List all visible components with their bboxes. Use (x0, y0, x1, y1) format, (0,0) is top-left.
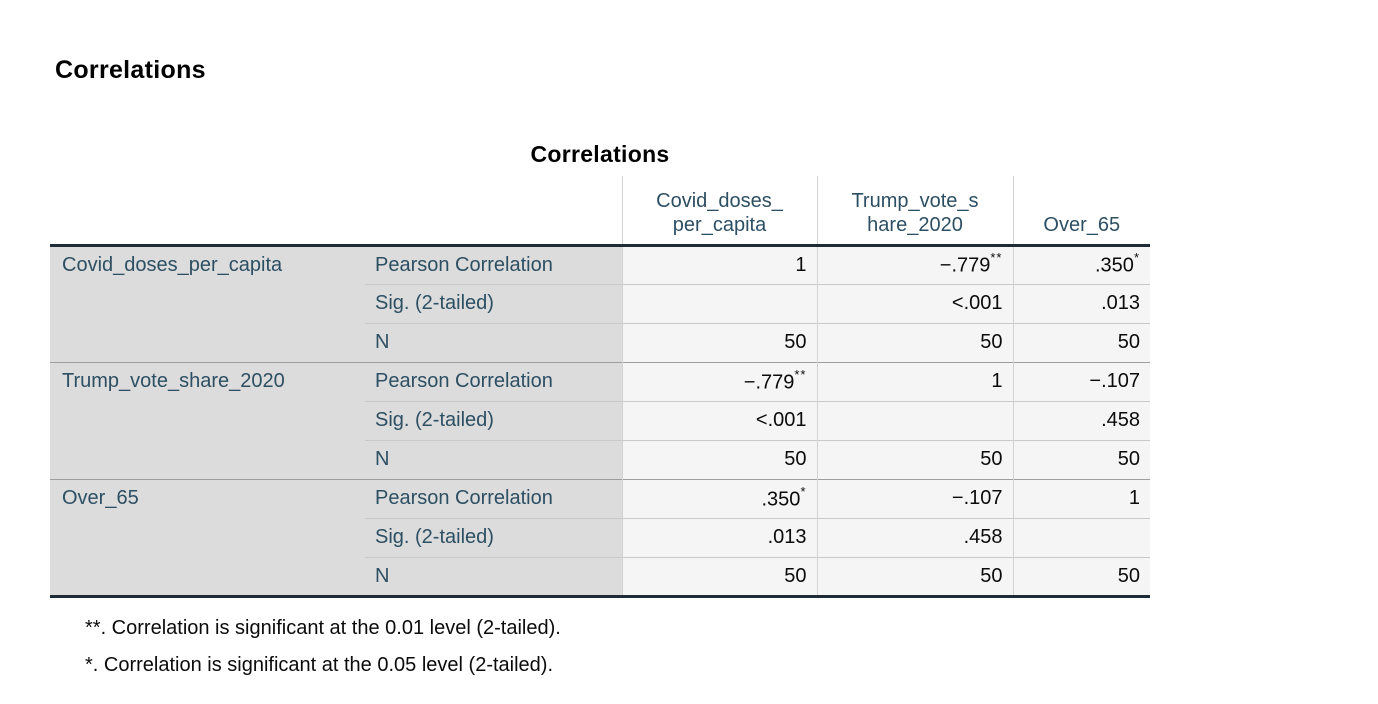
correlations-output-block: Correlations Covid_doses_ per_capita Trump… (50, 141, 1150, 684)
column-header: Covid_doses_ per_capita (621, 176, 817, 247)
value-cell: 1 (621, 245, 817, 284)
table-row: N 50 50 50 (50, 439, 1150, 479)
value-cell: 50 (621, 556, 817, 596)
value-cell: <.001 (621, 400, 817, 440)
significance-marker: ** (990, 250, 1003, 266)
value-cell: .013 (1012, 283, 1150, 323)
value-cell: 50 (1012, 439, 1150, 479)
table-row: Over_65 Pearson Correlation .350* −.107 1 (50, 478, 1150, 596)
statistic-label: Sig. (2-tailed) (365, 400, 622, 440)
table-row: Sig. (2-tailed) <.001 .458 (50, 400, 1150, 440)
significance-marker: * (800, 483, 807, 499)
variable-label: Trump_vote_share_2020 (50, 361, 365, 479)
value-cell: 50 (1012, 556, 1150, 596)
value-cell: <.001 (816, 283, 1013, 323)
table-row: N 50 50 50 (50, 322, 1150, 362)
value-cell: 50 (816, 556, 1013, 596)
table-row: Trump_vote_share_2020 Pearson Correlation… (50, 361, 1150, 479)
spss-output-page: Correlations Correlations Covid_doses_ pe… (0, 56, 1378, 684)
value-cell: 1 (816, 361, 1013, 401)
statistic-label: N (365, 322, 622, 362)
statistic-label: N (365, 556, 622, 596)
value-cell (816, 400, 1013, 440)
value-cell: 50 (621, 322, 817, 362)
column-header: Over_65 (1012, 176, 1150, 247)
statistic-label: N (365, 439, 622, 479)
statistic-label: Sig. (2-tailed) (365, 517, 622, 557)
statistic-label: Pearson Correlation (365, 361, 622, 401)
value-cell (1012, 517, 1150, 557)
value-cell: 50 (621, 439, 817, 479)
table-row: Sig. (2-tailed) <.001.013 (50, 283, 1150, 323)
statistic-label: Sig. (2-tailed) (365, 283, 622, 323)
table-title: Correlations (530, 141, 670, 167)
variable-label: Over_65 (50, 478, 365, 596)
table-footnotes: **. Correlation is significant at the 0.… (85, 610, 1150, 684)
value-cell: 50 (1012, 322, 1150, 362)
value-cell: 50 (816, 322, 1013, 362)
value-cell: 1 (1012, 478, 1150, 518)
statistic-label: Pearson Correlation (365, 478, 622, 518)
value-cell: −.779** (816, 245, 1013, 284)
footnote: **. Correlation is significant at the 0.… (85, 616, 561, 639)
value-cell: −.779** (621, 361, 817, 401)
header-row: Covid_doses_ per_capita Trump_vote_s hare_2… (50, 176, 1150, 247)
correlation-matrix-table: Covid_doses_ per_capita Trump_vote_s hare_2… (50, 176, 1150, 598)
value-cell: .458 (1012, 400, 1150, 440)
variable-label: Covid_doses_per_capita (50, 245, 365, 362)
statistic-label: Pearson Correlation (365, 245, 622, 284)
significance-marker: ** (794, 366, 807, 382)
table-row: Sig. (2-tailed) .013.458 (50, 517, 1150, 557)
table-row: N 50 50 50 (50, 556, 1150, 596)
value-cell: .350* (621, 478, 817, 518)
value-cell: .013 (621, 517, 817, 557)
column-header: Trump_vote_s hare_2020 (816, 176, 1013, 247)
page-heading: Correlations (55, 56, 206, 84)
value-cell: 50 (816, 439, 1013, 479)
value-cell: .458 (816, 517, 1013, 557)
value-cell: −.107 (1012, 361, 1150, 401)
header-corner-cell (50, 176, 622, 247)
value-cell (621, 283, 817, 323)
significance-marker: * (1133, 250, 1140, 266)
value-cell: .350* (1012, 245, 1150, 284)
footnote: *. Correlation is significant at the 0.0… (85, 653, 554, 676)
value-cell: −.107 (816, 478, 1013, 518)
table-row: Covid_doses_per_capita Pearson Correlatio… (50, 245, 1150, 362)
